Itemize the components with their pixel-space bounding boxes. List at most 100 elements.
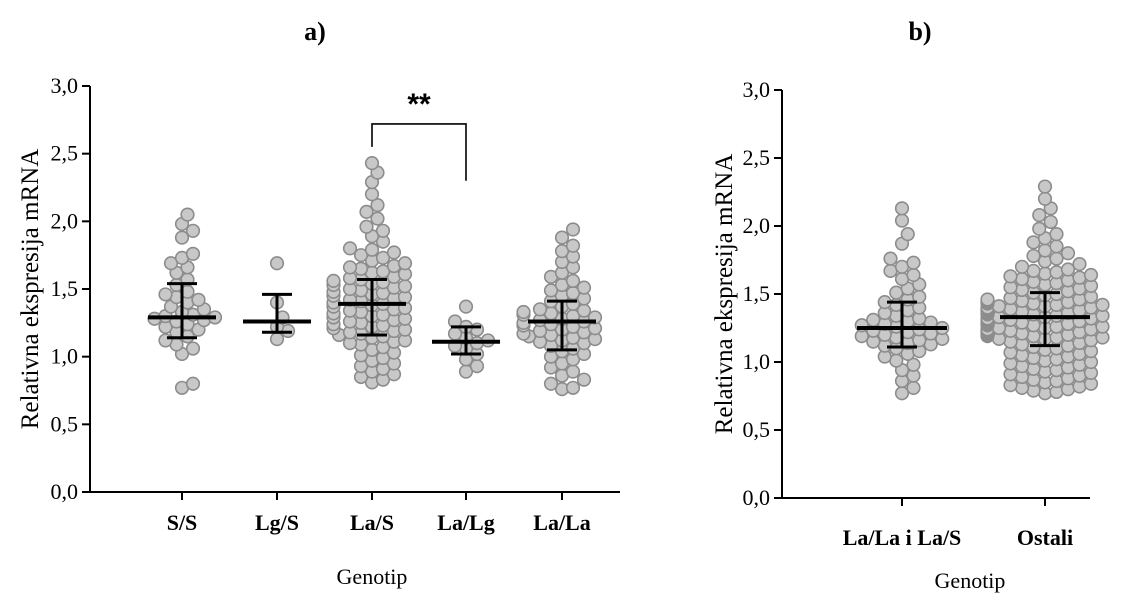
data-point: [1014, 259, 1030, 274]
significance-label: **: [407, 88, 431, 121]
data-point: [180, 207, 195, 222]
data-point: [1060, 246, 1076, 261]
data-point: [353, 248, 369, 263]
data-point: [906, 380, 921, 395]
data-point: [1026, 248, 1041, 264]
y-tick-label: 1,0: [51, 344, 79, 369]
data-point: [185, 223, 201, 238]
y-tick-label: 0,0: [51, 479, 79, 504]
data-point: [185, 376, 201, 391]
data-point: [900, 227, 915, 242]
x-axis-label: Genotip: [935, 568, 1006, 593]
panel-b: b) Relativna ekspresija mRNA 0,0 0,5 1,0 1,5 2…: [711, 17, 1110, 593]
y-tick-label: 3,0: [743, 77, 771, 102]
data-point: [1037, 266, 1053, 281]
data-point: [185, 246, 201, 261]
x-tick-label: La/La i La/S: [843, 525, 962, 550]
panel-label: a): [304, 17, 326, 46]
y-tick-label: 3,0: [51, 73, 79, 98]
data-point: [386, 245, 402, 260]
data-point: [906, 255, 921, 270]
panel-a: a) Relativna ekspresija mRNA 0,0 0,5 1,0 1,5 2…: [17, 17, 620, 589]
data-point: [191, 292, 206, 307]
data-point: [359, 219, 374, 234]
data-point: [326, 273, 341, 288]
data-point: [458, 299, 474, 314]
data-point: [1049, 239, 1064, 254]
y-tick-label: 1,5: [51, 276, 79, 301]
data-point: [364, 156, 380, 171]
data-point: [364, 187, 380, 202]
data-point: [163, 256, 179, 271]
panel-label: b): [908, 17, 931, 46]
data-point: [1049, 251, 1064, 266]
data-point: [532, 302, 548, 317]
data-point: [1072, 270, 1087, 285]
data-point: [1003, 269, 1018, 284]
data-point: [565, 222, 581, 237]
data-point: [1014, 271, 1030, 287]
data-point: [516, 304, 531, 320]
data-point: [565, 238, 581, 253]
data-point: [375, 223, 391, 238]
data-point: [397, 256, 413, 271]
data-point: [1095, 297, 1110, 312]
data-point: [1037, 179, 1053, 194]
data-point: [1032, 208, 1047, 223]
data-point: [894, 386, 910, 401]
data-point: [158, 333, 173, 348]
data-point: [883, 251, 898, 266]
x-tick-label: La/Lg: [437, 510, 494, 535]
data-point: [866, 312, 881, 327]
x-tick-label: S/S: [167, 510, 198, 535]
data-point: [185, 341, 201, 356]
data-point: [554, 230, 570, 245]
x-tick-label: Ostali: [1017, 525, 1073, 550]
data-point: [397, 279, 413, 294]
data-point: [1032, 221, 1047, 236]
data-point: [375, 250, 391, 265]
data-point: [174, 230, 190, 245]
data-point: [1083, 267, 1099, 283]
data-point: [375, 264, 391, 279]
data-point: [269, 331, 285, 347]
data-point: [269, 256, 285, 271]
data-point: [1060, 262, 1076, 277]
y-tick-label: 0,5: [743, 417, 771, 442]
data-point: [1043, 214, 1058, 230]
data-point: [370, 211, 385, 226]
data-point: [576, 372, 592, 387]
x-tick-label: La/S: [350, 510, 394, 535]
data-point: [1049, 265, 1064, 280]
data-point: [565, 380, 581, 395]
x-tick-label: Lg/S: [255, 510, 299, 535]
x-axis-label: Genotip: [337, 564, 408, 589]
data-point: [1072, 256, 1087, 272]
data-point: [359, 204, 374, 219]
y-tick-label: 1,5: [743, 281, 771, 306]
x-tick-label: La/La: [533, 510, 590, 535]
data-point: [554, 244, 570, 259]
data-point: [894, 213, 910, 228]
data-point: [543, 283, 559, 298]
data-point: [1049, 227, 1064, 242]
y-tick-label: 1,0: [743, 349, 771, 374]
data-point: [370, 197, 385, 213]
data-point: [906, 357, 921, 372]
y-tick-label: 0,5: [51, 411, 79, 436]
data-point: [158, 287, 173, 302]
y-tick-label: 0,0: [743, 485, 771, 510]
data-point: [342, 241, 358, 256]
data-point: [543, 376, 559, 391]
data-point: [894, 201, 910, 216]
y-tick-label: 2,5: [743, 145, 771, 170]
data-point: [576, 280, 592, 295]
data-point: [1037, 191, 1053, 206]
y-axis-label: Relativna ekspresija mRNA: [711, 154, 738, 435]
y-tick-label: 2,0: [51, 208, 79, 233]
y-tick-label: 2,5: [51, 141, 79, 166]
y-axis-label: Relativna ekspresija mRNA: [17, 149, 44, 430]
data-point: [980, 292, 995, 307]
data-point: [342, 260, 358, 275]
